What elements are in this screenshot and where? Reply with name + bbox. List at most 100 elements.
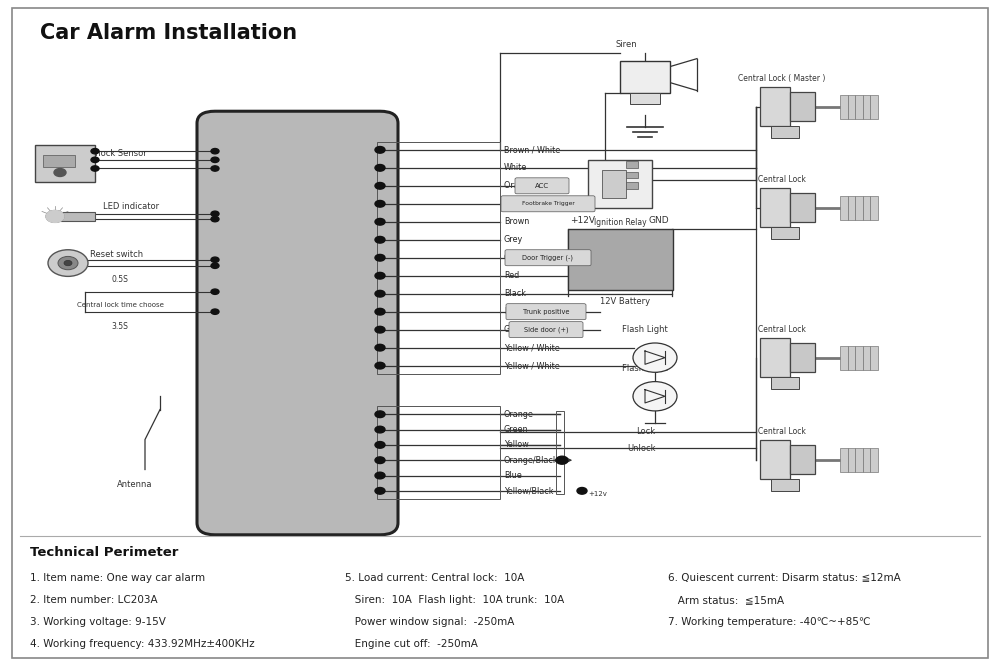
Bar <box>771 126 798 138</box>
Text: Ignition Relay: Ignition Relay <box>594 218 646 228</box>
Bar <box>790 92 815 121</box>
Bar <box>855 95 863 119</box>
Bar <box>840 346 848 370</box>
Text: 5. Load current: Central lock:  10A: 5. Load current: Central lock: 10A <box>345 573 524 583</box>
Bar <box>855 196 863 220</box>
Circle shape <box>577 488 587 494</box>
FancyBboxPatch shape <box>515 178 569 194</box>
Text: 0.5S: 0.5S <box>112 274 128 284</box>
Text: 2. Item number: LC203A: 2. Item number: LC203A <box>30 595 158 605</box>
Bar <box>626 172 638 178</box>
Bar <box>840 196 848 220</box>
Bar <box>760 188 790 227</box>
Text: Siren: Siren <box>615 40 637 49</box>
Bar <box>35 145 95 182</box>
Circle shape <box>375 182 385 189</box>
Bar <box>790 193 815 222</box>
Bar <box>771 377 798 389</box>
Text: Antenna: Antenna <box>117 480 153 489</box>
Text: 6. Quiescent current: Disarm status: ≦12mA: 6. Quiescent current: Disarm status: ≦12… <box>668 573 901 583</box>
Bar <box>43 155 75 166</box>
Text: Flash Light: Flash Light <box>622 364 668 373</box>
Text: Power window signal:  -250mA: Power window signal: -250mA <box>345 617 514 627</box>
FancyBboxPatch shape <box>509 322 583 338</box>
Text: Trunk positive: Trunk positive <box>523 308 569 315</box>
Circle shape <box>375 362 385 369</box>
Bar <box>863 196 870 220</box>
Text: +12v: +12v <box>588 490 607 497</box>
Bar <box>840 95 848 119</box>
Text: +12V: +12V <box>570 216 596 225</box>
Text: Shock Sensor: Shock Sensor <box>90 149 147 158</box>
Text: Arm status:  ≦15mA: Arm status: ≦15mA <box>668 595 784 605</box>
Circle shape <box>375 290 385 297</box>
Text: White: White <box>504 163 527 172</box>
Circle shape <box>375 411 385 418</box>
Bar <box>568 229 672 290</box>
Circle shape <box>64 260 72 266</box>
Text: Green / Black: Green / Black <box>504 199 558 208</box>
Circle shape <box>54 168 66 176</box>
Circle shape <box>211 157 219 163</box>
Circle shape <box>375 426 385 433</box>
Circle shape <box>375 457 385 464</box>
Text: Orange/Black: Orange/Black <box>504 456 559 465</box>
FancyBboxPatch shape <box>501 196 595 212</box>
Circle shape <box>211 149 219 154</box>
Text: Pink: Pink <box>504 307 521 316</box>
Text: Door Trigger (-): Door Trigger (-) <box>522 254 574 261</box>
Circle shape <box>375 165 385 171</box>
Circle shape <box>375 344 385 351</box>
Circle shape <box>211 216 219 222</box>
Bar <box>377 142 500 374</box>
Text: Flash Light: Flash Light <box>622 325 668 334</box>
Bar <box>870 196 878 220</box>
Text: 1. Item name: One way car alarm: 1. Item name: One way car alarm <box>30 573 205 583</box>
Bar <box>855 448 863 472</box>
FancyBboxPatch shape <box>197 111 398 535</box>
Circle shape <box>375 472 385 479</box>
Text: Central Lock ( Master ): Central Lock ( Master ) <box>738 74 826 83</box>
Text: ACC: ACC <box>535 182 549 189</box>
Circle shape <box>58 256 78 270</box>
Circle shape <box>375 272 385 279</box>
Bar <box>848 196 855 220</box>
Bar <box>790 343 815 372</box>
Text: Grey: Grey <box>504 235 523 244</box>
Text: Unlock: Unlock <box>627 444 656 453</box>
Circle shape <box>375 147 385 153</box>
Text: Engine cut off:  -250mA: Engine cut off: -250mA <box>345 639 478 649</box>
Text: Brown / White: Brown / White <box>504 145 560 155</box>
FancyBboxPatch shape <box>505 250 591 266</box>
Bar <box>870 95 878 119</box>
Text: GND: GND <box>649 216 670 225</box>
Circle shape <box>211 211 219 216</box>
Bar <box>771 227 798 239</box>
Text: Siren:  10A  Flash light:  10A trunk:  10A: Siren: 10A Flash light: 10A trunk: 10A <box>345 595 564 605</box>
Circle shape <box>375 200 385 207</box>
Bar <box>760 87 790 126</box>
Circle shape <box>211 166 219 171</box>
Text: 3.5S: 3.5S <box>112 322 128 331</box>
Text: 12V: 12V <box>632 189 644 194</box>
Text: Red: Red <box>504 271 519 280</box>
Text: Brown: Brown <box>504 217 529 226</box>
Circle shape <box>375 488 385 494</box>
Bar <box>760 440 790 479</box>
Text: Green: Green <box>504 325 528 334</box>
Bar <box>771 479 798 491</box>
Bar <box>870 448 878 472</box>
Bar <box>863 448 870 472</box>
Text: Yellow / White: Yellow / White <box>504 361 560 370</box>
Text: Black: Black <box>504 289 526 298</box>
Circle shape <box>211 263 219 268</box>
FancyBboxPatch shape <box>506 304 586 320</box>
Circle shape <box>375 218 385 225</box>
Circle shape <box>211 309 219 314</box>
Text: LED indicator: LED indicator <box>103 202 159 211</box>
Bar <box>377 406 500 499</box>
Bar <box>620 61 670 93</box>
Circle shape <box>91 157 99 163</box>
Bar <box>626 182 638 189</box>
Circle shape <box>633 382 677 411</box>
